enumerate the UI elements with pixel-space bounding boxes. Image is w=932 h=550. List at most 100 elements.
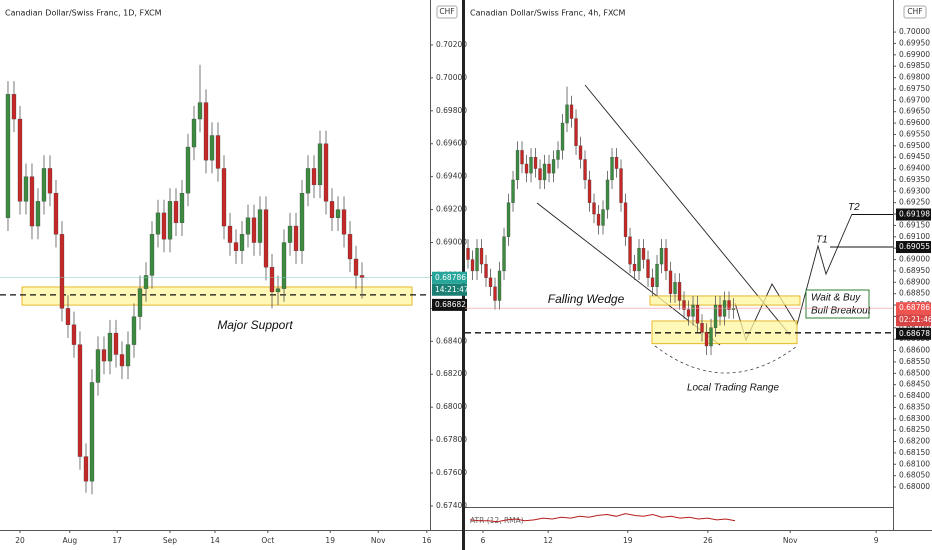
y-tick-label: 0.68200 <box>436 369 467 378</box>
candle-body <box>113 332 119 355</box>
price-tag-label: 0.68678 <box>899 329 930 338</box>
candle-body <box>646 259 650 278</box>
candle-body <box>29 176 35 227</box>
candle-body <box>137 288 143 317</box>
candle-body <box>89 382 95 482</box>
support-label: Major Support <box>217 318 293 332</box>
y-tick-label: 0.68550 <box>899 357 930 366</box>
price-tag <box>896 302 931 315</box>
candle-body <box>47 168 53 194</box>
candle-body <box>574 118 578 146</box>
y-tick-label: 0.68900 <box>899 277 930 286</box>
candle-body <box>677 282 682 301</box>
candle-body <box>511 179 515 203</box>
candle-body <box>713 304 718 328</box>
atr-line <box>469 513 736 523</box>
price-tag-label: 0.69198 <box>899 210 930 219</box>
candle-body <box>542 163 547 181</box>
candle-body <box>173 201 179 223</box>
candle-body <box>700 323 704 333</box>
candle-body <box>556 150 560 160</box>
y-tick-label: 0.69250 <box>899 198 930 207</box>
candle-body <box>641 248 646 260</box>
candle-body <box>341 209 347 235</box>
y-tick-label: 0.68200 <box>899 437 930 446</box>
candle-body <box>59 234 65 309</box>
x-tick-label: 12 <box>543 536 553 545</box>
candle-body <box>41 168 47 202</box>
plan-label: Wait & Buy <box>811 293 861 304</box>
candle-body <box>533 157 538 169</box>
candle-body <box>614 157 619 169</box>
candle-body <box>709 327 713 347</box>
candle-body <box>275 288 281 293</box>
countdown-tag <box>432 283 467 296</box>
y-tick-label: 0.69950 <box>899 38 930 47</box>
y-tick-label: 0.69800 <box>899 73 930 82</box>
candle-body <box>161 212 167 240</box>
y-tick-label: 0.69150 <box>899 220 930 229</box>
candle-body <box>239 234 245 251</box>
candle-body <box>221 168 227 227</box>
countdown-tag <box>896 314 931 327</box>
y-tick-label: 0.68050 <box>899 471 930 480</box>
currency: CHF <box>439 7 454 16</box>
candle-body <box>101 349 107 362</box>
candle-body <box>466 248 470 260</box>
candle-body <box>149 234 155 276</box>
atr-label: ATR (12, RMA) <box>470 516 524 525</box>
candle-body <box>65 308 71 325</box>
candle-body <box>263 209 269 268</box>
y-tick-label: 0.68600 <box>899 346 930 355</box>
wedge-label: Falling Wedge <box>548 292 625 306</box>
candle-body <box>185 146 191 194</box>
candle-body <box>727 300 731 310</box>
candle-body <box>317 143 323 186</box>
price-tag-label: 0.68682 <box>435 300 466 309</box>
x-tick-label: 17 <box>112 536 122 545</box>
x-tick-label: 19 <box>325 536 335 545</box>
candle-body <box>329 201 335 218</box>
candle-body <box>650 277 655 287</box>
candle-body <box>695 304 700 324</box>
x-tick-label: 16 <box>422 536 432 545</box>
y-tick-label: 0.70000 <box>436 73 467 82</box>
candle-body <box>659 248 664 265</box>
target-label: T2 <box>848 202 860 213</box>
candle-body <box>655 263 659 287</box>
candle-body <box>197 102 203 120</box>
candle-body <box>35 201 41 227</box>
candle-body <box>538 168 542 181</box>
x-tick-label: Nov <box>371 536 386 545</box>
y-tick-label: 0.69750 <box>899 84 930 93</box>
candle-body <box>23 176 29 202</box>
candle-body <box>143 275 149 289</box>
candle-body <box>281 242 287 289</box>
y-tick-label: 0.68400 <box>899 391 930 400</box>
y-tick-label: 0.69100 <box>899 232 930 241</box>
y-tick-label: 0.67600 <box>436 468 467 477</box>
y-tick-label: 0.68000 <box>436 402 467 411</box>
candle-body <box>605 179 610 210</box>
candle-body <box>233 242 239 251</box>
candle-body <box>191 118 197 148</box>
y-tick-label: 0.69800 <box>436 106 467 115</box>
x-tick-label: 19 <box>623 536 633 545</box>
y-tick-label: 0.68100 <box>899 459 930 468</box>
candle-body <box>610 157 614 181</box>
y-tick-label: 0.68700 <box>899 323 930 332</box>
candle-body <box>323 143 329 202</box>
zone <box>21 286 413 306</box>
candle-body <box>203 102 209 161</box>
candle-body <box>551 159 556 174</box>
candle-body <box>269 267 275 293</box>
x-tick-label: 20 <box>15 536 25 545</box>
plan-label: Bull Breakout <box>811 306 872 317</box>
candle-body <box>520 150 524 165</box>
y-tick-label: 0.69600 <box>436 139 467 148</box>
y-tick-label: 0.69300 <box>899 186 930 195</box>
candle-body <box>245 217 251 235</box>
candle-body <box>524 163 529 174</box>
wedge-upper-line <box>584 84 791 336</box>
currency: CHF <box>907 7 922 16</box>
